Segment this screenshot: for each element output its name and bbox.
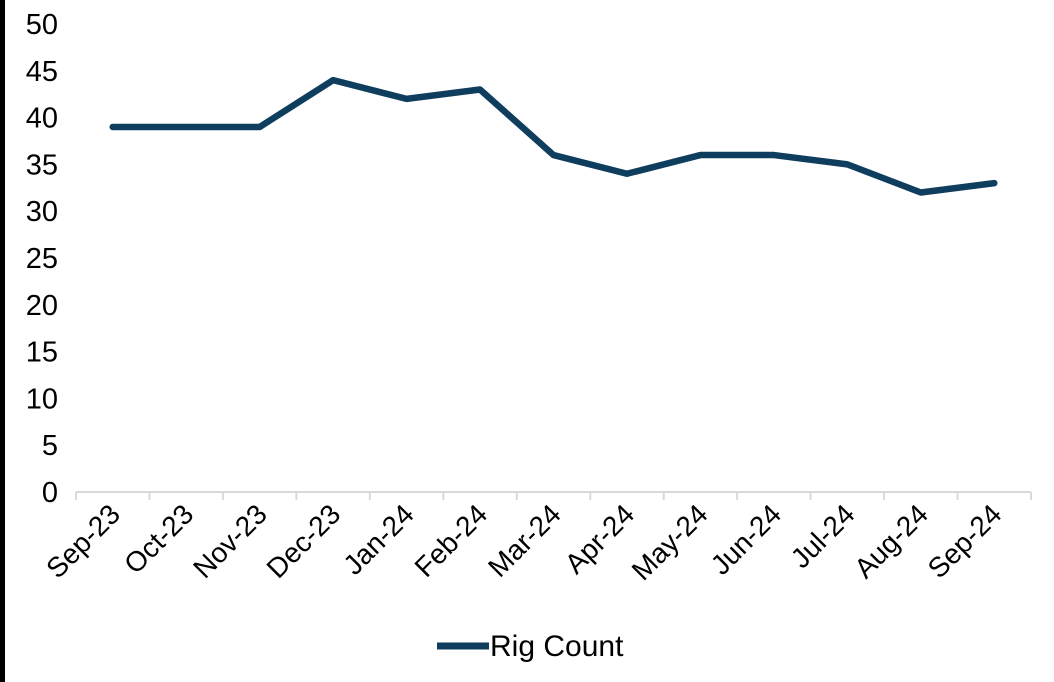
x-tick-label: Dec-23	[261, 498, 347, 584]
y-tick-label: 45	[26, 56, 58, 88]
x-tick-label: Mar-24	[482, 498, 567, 583]
y-tick-label: 30	[26, 196, 58, 228]
y-tick-label: 35	[26, 149, 58, 181]
x-tick-label: Aug-24	[848, 498, 934, 584]
x-axis	[75, 491, 1032, 500]
y-tick-label: 20	[26, 290, 58, 322]
y-tick-label: 5	[42, 430, 58, 462]
y-tick-label: 0	[42, 477, 58, 509]
x-tick-label: May-24	[626, 498, 714, 586]
y-axis-tick-labels: 0 5 10 15 20 25 30 35 40 45 50	[26, 9, 58, 509]
series-lines	[109, 76, 998, 196]
left-border-bar	[0, 0, 5, 682]
x-axis-tick-labels: Sep-23Oct-23Nov-23Dec-23Jan-24Feb-24Mar-…	[40, 498, 1007, 586]
x-tick-label: Feb-24	[409, 498, 494, 583]
y-tick-label: 25	[26, 243, 58, 275]
y-tick-label: 10	[26, 383, 58, 415]
rig-count-line	[109, 76, 998, 196]
x-tick-label: Jun-24	[705, 498, 787, 580]
x-tick-label: Sep-24	[922, 498, 1008, 584]
x-tick-label: Jan-24	[337, 498, 419, 580]
x-tick-label: Oct-23	[118, 498, 199, 579]
legend-label: Rig Count	[490, 630, 624, 663]
y-tick-label: 40	[26, 103, 58, 135]
x-tick-label: Sep-23	[40, 498, 126, 584]
x-tick-label: Nov-23	[187, 498, 273, 584]
y-tick-label: 50	[26, 9, 58, 41]
legend: Rig Count	[437, 630, 624, 663]
y-tick-label: 15	[26, 337, 58, 369]
